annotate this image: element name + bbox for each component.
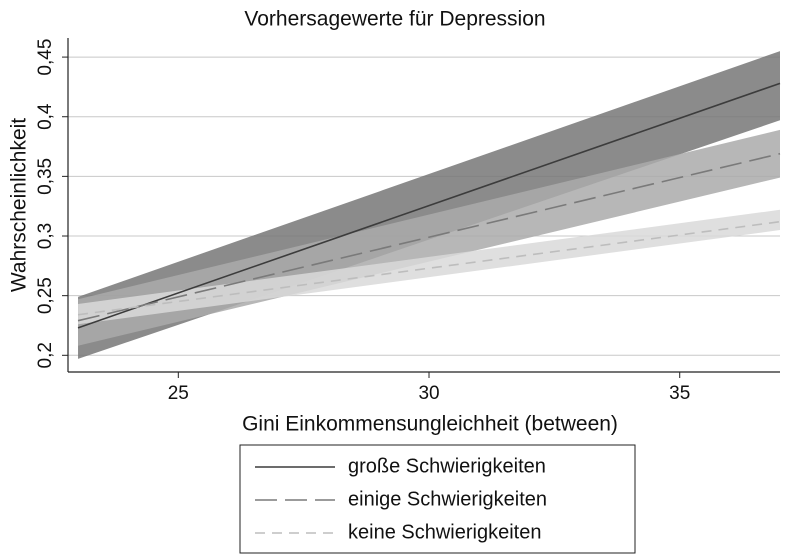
x-tick-label: 35 [669,383,690,404]
x-tick-label: 25 [168,383,189,404]
chart-title: Vorhersagewerte für Depression [244,8,545,31]
line [77,82,781,329]
confidence-band [78,209,780,325]
x-tick-label: 30 [418,383,439,404]
line [77,152,781,322]
y-axis-label: Wahrscheinlichkeit [8,118,31,292]
legend-label: einige Schwierigkeiten [348,488,547,510]
legend-box [239,444,636,554]
y-tick-label: 0,25 [35,277,56,314]
legend-label: keine Schwierigkeiten [348,521,541,543]
legend-label: große Schwierigkeiten [348,455,546,477]
y-tick-label: 0,45 [35,39,56,76]
y-tick-label: 0,2 [35,342,56,368]
y-tick-label: 0,35 [35,158,56,195]
x-axis-label: Gini Einkommensungleichheit (between) [242,413,618,436]
y-tick-label: 0,3 [35,223,56,249]
y-tick-label: 0,4 [35,103,56,130]
